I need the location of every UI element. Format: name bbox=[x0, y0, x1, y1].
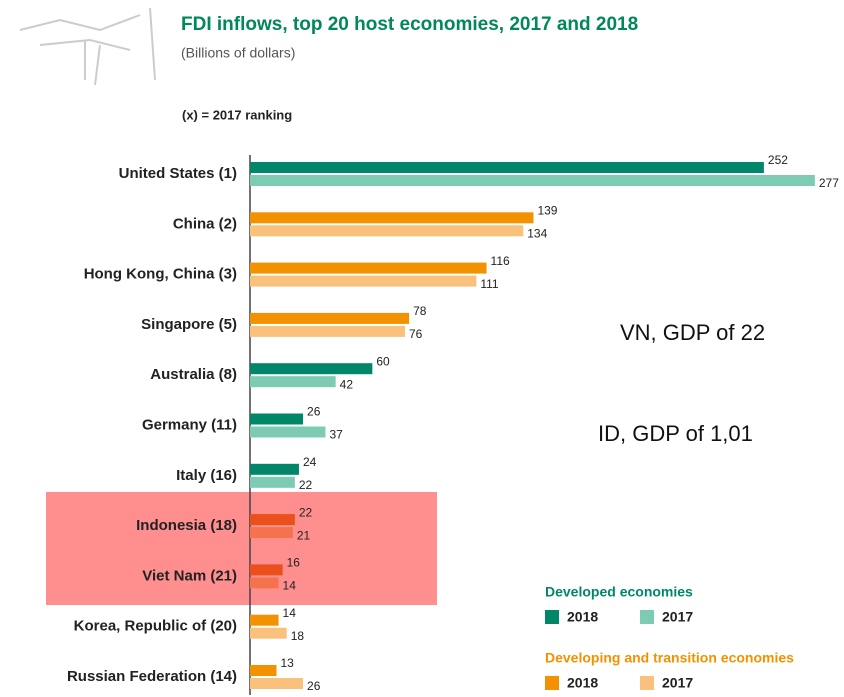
annotation: VN, GDP of 22 bbox=[620, 320, 765, 345]
bar bbox=[250, 665, 277, 676]
bar bbox=[250, 162, 764, 173]
value-label: 116 bbox=[491, 254, 510, 268]
value-label: 21 bbox=[297, 528, 311, 542]
bar bbox=[250, 577, 279, 588]
chart: FDI inflows, top 20 host economies, 2017… bbox=[0, 0, 844, 697]
value-label: 16 bbox=[287, 556, 301, 570]
bar bbox=[250, 514, 295, 525]
category-label: Singapore (5) bbox=[141, 316, 237, 333]
value-label: 14 bbox=[283, 606, 297, 620]
logo bbox=[20, 8, 155, 85]
category-label: China (2) bbox=[173, 215, 237, 232]
bar bbox=[250, 477, 295, 488]
bar bbox=[250, 427, 325, 438]
value-label: 26 bbox=[307, 679, 321, 693]
note: (x) = 2017 ranking bbox=[182, 107, 292, 122]
bar bbox=[250, 527, 293, 538]
bar bbox=[250, 678, 303, 689]
bar bbox=[250, 326, 405, 337]
category-label: Germany (11) bbox=[142, 416, 237, 433]
category-label: Italy (16) bbox=[176, 467, 237, 484]
value-label: 252 bbox=[768, 153, 788, 167]
legend-swatch bbox=[640, 676, 654, 690]
legend-label: 2018 bbox=[567, 675, 598, 691]
bar bbox=[250, 464, 299, 475]
bar bbox=[250, 225, 523, 236]
legend-label: 2018 bbox=[567, 609, 598, 625]
bar bbox=[250, 263, 487, 274]
legend-label: 2017 bbox=[662, 675, 693, 691]
annotation: ID, GDP of 1,01 bbox=[598, 421, 753, 446]
bar bbox=[250, 276, 476, 287]
value-label: 13 bbox=[281, 656, 295, 670]
value-label: 37 bbox=[329, 428, 343, 442]
bar bbox=[250, 414, 303, 425]
bar bbox=[250, 615, 279, 626]
bar bbox=[250, 376, 336, 387]
page: FDI inflows, top 20 host economies, 2017… bbox=[0, 0, 844, 697]
bar bbox=[250, 564, 283, 575]
category-label: Indonesia (18) bbox=[136, 517, 237, 534]
value-label: 60 bbox=[376, 354, 390, 368]
value-label: 111 bbox=[480, 277, 499, 291]
legend-label: 2017 bbox=[662, 609, 693, 625]
bar bbox=[250, 628, 287, 639]
value-label: 134 bbox=[527, 226, 547, 240]
category-label: Australia (8) bbox=[150, 366, 237, 383]
value-label: 22 bbox=[299, 505, 313, 519]
legend-title: Developing and transition economies bbox=[545, 650, 794, 666]
category-label: Korea, Republic of (20) bbox=[74, 618, 237, 635]
legend-swatch bbox=[640, 610, 654, 624]
value-label: 18 bbox=[291, 629, 305, 643]
bar bbox=[250, 363, 372, 374]
legend-swatch bbox=[545, 610, 559, 624]
value-label: 78 bbox=[413, 304, 427, 318]
chart-title: FDI inflows, top 20 host economies, 2017… bbox=[181, 14, 638, 35]
legend-title: Developed economies bbox=[545, 584, 693, 600]
value-label: 14 bbox=[283, 579, 297, 593]
bar bbox=[250, 313, 409, 324]
bar bbox=[250, 175, 815, 186]
legend-swatch bbox=[545, 676, 559, 690]
category-label: Hong Kong, China (3) bbox=[84, 266, 237, 283]
value-label: 42 bbox=[340, 377, 354, 391]
chart-subtitle: (Billions of dollars) bbox=[181, 45, 295, 61]
category-label: United States (1) bbox=[119, 165, 237, 182]
category-label: Russian Federation (14) bbox=[67, 668, 237, 685]
value-label: 22 bbox=[299, 478, 313, 492]
value-label: 76 bbox=[409, 327, 423, 341]
value-label: 26 bbox=[307, 405, 321, 419]
value-label: 24 bbox=[303, 455, 317, 469]
value-label: 277 bbox=[819, 176, 839, 190]
bar bbox=[250, 212, 533, 223]
highlight-box bbox=[46, 492, 437, 605]
value-label: 139 bbox=[537, 203, 557, 217]
category-label: Viet Nam (21) bbox=[142, 567, 237, 584]
